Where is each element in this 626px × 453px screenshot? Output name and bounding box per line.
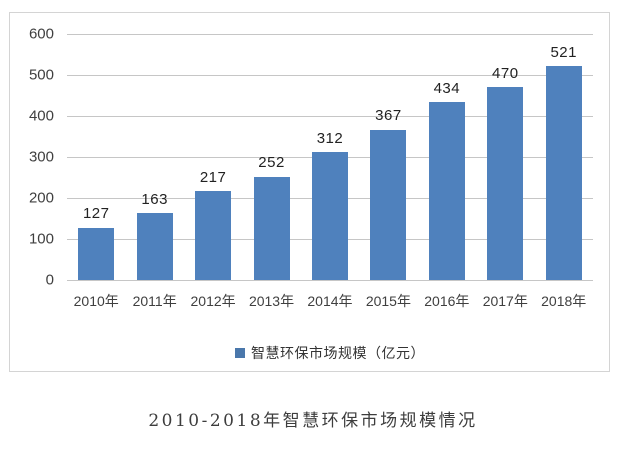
bar-value-label: 163 bbox=[141, 190, 168, 208]
y-tick-label-600: 600 bbox=[28, 25, 54, 43]
bar bbox=[78, 227, 115, 280]
bar-value-label: 312 bbox=[316, 129, 344, 147]
bar bbox=[545, 66, 582, 280]
bar-value-label: 521 bbox=[550, 43, 577, 61]
bar-column-2010年: 127 bbox=[67, 34, 125, 280]
legend-marker-icon bbox=[235, 348, 245, 358]
x-axis-labels: 2010年 2011年 2012年 2013年 2014年 2015年 2016年 2017年… bbox=[67, 293, 593, 309]
x-tick-label: 2014年 bbox=[307, 293, 353, 309]
bar-value-label: 470 bbox=[492, 64, 519, 82]
y-tick-label-500: 500 bbox=[28, 66, 54, 84]
gridline-0 bbox=[67, 279, 593, 281]
x-tick-label: 2013年 bbox=[248, 293, 295, 309]
legend: 智慧环保市场规模（亿元） bbox=[67, 343, 593, 363]
bar-column-2016年: 434 bbox=[418, 34, 476, 280]
bar-value-label: 367 bbox=[375, 107, 402, 125]
gridline-500 bbox=[67, 74, 593, 76]
y-tick-label-0: 0 bbox=[45, 271, 54, 289]
bar bbox=[253, 176, 290, 280]
bar-column-2015年: 367 bbox=[359, 34, 417, 280]
x-tick-label: 2017年 bbox=[482, 293, 528, 309]
bar-column-2018年: 521 bbox=[535, 34, 593, 280]
bar bbox=[136, 213, 173, 280]
bar bbox=[370, 129, 407, 280]
bar-column-2012年: 217 bbox=[184, 34, 242, 280]
gridline-400 bbox=[67, 115, 593, 117]
chart-frame: 0 100 200 300 400 500 600 127 163 217 252 312 367 43… bbox=[9, 12, 610, 372]
bar-value-label: 217 bbox=[199, 168, 227, 186]
bar-column-2013年: 252 bbox=[242, 34, 300, 280]
chart-caption: 2010-2018年智慧环保市场规模情况 bbox=[148, 411, 478, 431]
bar-column-2014年: 312 bbox=[301, 34, 359, 280]
y-tick-label-300: 300 bbox=[28, 148, 54, 166]
bar-value-label: 252 bbox=[258, 154, 285, 172]
x-tick-label: 2016年 bbox=[424, 293, 470, 309]
bar-column-2011年: 163 bbox=[125, 34, 183, 280]
y-tick-label-400: 400 bbox=[28, 107, 54, 125]
bar bbox=[195, 191, 232, 280]
x-tick-label: 2012年 bbox=[190, 293, 236, 309]
x-tick-label: 2011年 bbox=[132, 293, 177, 309]
bar-column-2017年: 470 bbox=[476, 34, 534, 280]
bar bbox=[487, 87, 524, 280]
y-tick-label-100: 100 bbox=[28, 230, 54, 248]
plot-area: 0 100 200 300 400 500 600 127 163 217 252 312 367 43… bbox=[29, 26, 593, 289]
bar-value-label: 127 bbox=[82, 205, 110, 223]
legend-label: 智慧环保市场规模（亿元） bbox=[251, 345, 425, 361]
x-tick-label: 2018年 bbox=[541, 293, 587, 309]
x-tick-label: 2015年 bbox=[365, 293, 411, 309]
x-tick-label: 2010年 bbox=[73, 293, 119, 309]
bar bbox=[311, 152, 348, 280]
bar-series: 127 163 217 252 312 367 434 470 521 bbox=[67, 34, 593, 280]
gridline-600 bbox=[67, 33, 593, 35]
bar bbox=[428, 102, 465, 280]
bar-value-label: 434 bbox=[433, 79, 461, 97]
y-tick-label-200: 200 bbox=[28, 189, 54, 207]
